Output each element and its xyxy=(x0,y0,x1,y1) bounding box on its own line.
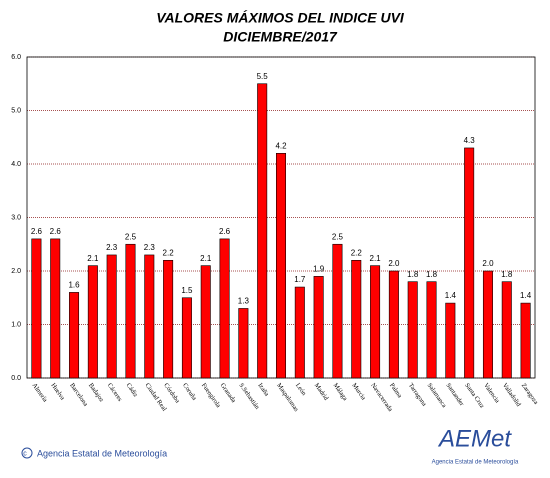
value-label: 4.3 xyxy=(464,136,476,145)
bar xyxy=(294,286,305,379)
value-label: 1.8 xyxy=(407,270,419,279)
value-label: 2.0 xyxy=(482,259,494,268)
x-tick-label: Huelva xyxy=(49,382,66,401)
value-label: 2.5 xyxy=(125,232,137,241)
x-tick-label: Fuengirola xyxy=(200,382,222,409)
x-tick-label: León xyxy=(294,382,308,398)
value-label: 1.7 xyxy=(294,275,306,284)
bar xyxy=(181,297,192,379)
value-label: 1.4 xyxy=(445,291,457,300)
bar xyxy=(163,259,174,379)
x-tick-label: Cáceres xyxy=(106,382,124,403)
value-label: 1.6 xyxy=(68,281,80,290)
value-label: 2.1 xyxy=(370,254,382,263)
logo: AEMet xyxy=(437,425,512,452)
value-label: 2.2 xyxy=(163,248,175,257)
x-tick-label: Badajoz xyxy=(87,382,105,404)
bar xyxy=(125,243,136,379)
bar xyxy=(219,238,230,379)
x-tick-label: Salamanca xyxy=(426,382,448,409)
logo-caption: Agencia Estatal de Meteorología xyxy=(432,460,519,466)
x-tick-label: Málaga xyxy=(332,382,349,402)
value-label: 2.5 xyxy=(332,232,344,241)
footer-text: Agencia Estatal de Meteorología xyxy=(37,448,167,458)
x-tick-label: Coruña xyxy=(181,382,198,402)
y-tick-label: 1.0 xyxy=(11,321,21,328)
bar xyxy=(464,147,475,379)
bar xyxy=(388,270,399,379)
bar xyxy=(200,265,211,379)
value-label: 2.2 xyxy=(351,248,363,257)
bar xyxy=(50,238,61,379)
value-label: 1.3 xyxy=(238,297,250,306)
bar xyxy=(426,281,437,379)
chart-subtitle: DICIEMBRE/2017 xyxy=(223,29,338,45)
bar xyxy=(445,302,456,379)
value-label: 2.3 xyxy=(106,243,118,252)
value-label: 1.9 xyxy=(313,264,325,273)
value-label: 5.5 xyxy=(257,72,269,81)
x-tick-label: Granada xyxy=(219,382,237,404)
value-label: 2.1 xyxy=(87,254,99,263)
copyright-c: c xyxy=(23,450,27,457)
bar xyxy=(501,281,512,379)
x-tick-label: Tarragona xyxy=(407,382,428,408)
x-tick-label: Valladolid xyxy=(501,382,522,409)
value-label: 1.5 xyxy=(181,286,193,295)
value-label: 2.6 xyxy=(50,227,62,236)
chart-title: VALORES MÁXIMOS DEL INDICE UVI xyxy=(156,10,405,26)
value-label: 2.1 xyxy=(200,254,212,263)
value-label: 2.3 xyxy=(144,243,156,252)
x-tick-label: Palma xyxy=(388,382,403,399)
bar xyxy=(370,265,381,379)
bar xyxy=(275,153,287,379)
bar xyxy=(332,243,343,379)
x-tick-label: Cádiz xyxy=(125,382,139,399)
x-tick-label: Valencia xyxy=(482,382,501,404)
y-tick-label: 5.0 xyxy=(11,107,21,114)
x-tick-label: Izaña xyxy=(256,382,270,398)
y-tick-label: 4.0 xyxy=(11,161,21,168)
bar xyxy=(313,276,324,379)
bar xyxy=(351,259,362,379)
bar xyxy=(69,292,80,379)
value-label: 2.6 xyxy=(219,227,231,236)
value-label: 1.8 xyxy=(501,270,513,279)
copyright-icon xyxy=(21,447,33,459)
bar xyxy=(407,281,418,379)
bar xyxy=(520,302,531,379)
x-tick-label: Zaragoza xyxy=(520,382,540,406)
bar xyxy=(257,83,268,379)
bar xyxy=(144,254,155,379)
y-tick-label: 6.0 xyxy=(11,54,21,61)
y-tick-label: 3.0 xyxy=(11,214,21,221)
y-tick-label: 2.0 xyxy=(11,268,21,275)
value-label: 4.2 xyxy=(275,141,287,150)
bar xyxy=(238,308,249,379)
bar xyxy=(482,270,493,379)
x-tick-label: Almería xyxy=(31,382,49,404)
x-tick-label: Córdoba xyxy=(162,382,181,404)
value-label: 1.4 xyxy=(520,291,532,300)
value-label: 1.8 xyxy=(426,270,438,279)
bar xyxy=(31,238,42,379)
x-tick-label: Barcelona xyxy=(68,382,89,408)
bar xyxy=(87,265,98,379)
y-tick-label: 0.0 xyxy=(11,375,21,382)
x-tick-label: Madrid xyxy=(313,382,330,402)
value-label: 2.6 xyxy=(31,227,43,236)
value-label: 2.0 xyxy=(388,259,400,268)
x-tick-label: Murcia xyxy=(350,382,367,401)
bar xyxy=(106,254,117,379)
